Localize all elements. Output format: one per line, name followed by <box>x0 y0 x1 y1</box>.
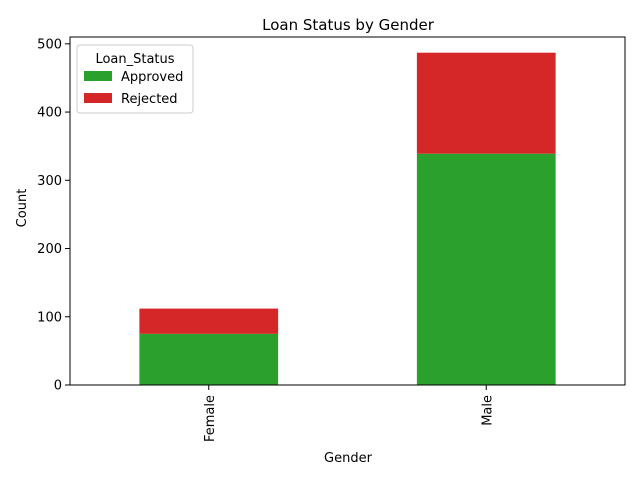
y-tick-label: 100 <box>37 310 62 325</box>
y-tick-label: 300 <box>37 174 62 189</box>
x-tick-label-male: Male <box>480 395 495 426</box>
x-axis-label: Gender <box>324 451 373 466</box>
chart-title: Loan Status by Gender <box>262 16 435 34</box>
x-tick-label-female: Female <box>203 395 218 442</box>
y-tick-label: 200 <box>37 242 62 257</box>
plot-frame <box>69 36 626 386</box>
bar-female-approved <box>139 333 279 385</box>
legend-swatch-approved <box>84 71 112 81</box>
legend: Loan_Status Approved Rejected <box>76 44 194 114</box>
y-tick-label: 400 <box>37 106 62 121</box>
legend-label-rejected: Rejected <box>121 92 178 107</box>
y-tick-label: 500 <box>37 37 62 52</box>
bar-male-rejected <box>416 52 556 154</box>
y-axis-label: Count <box>15 189 30 228</box>
plot-area: Female Male 0 100 200 300 400 500 <box>37 36 626 442</box>
legend-label-approved: Approved <box>121 70 183 85</box>
legend-swatch-rejected <box>84 93 112 103</box>
bar-male-approved <box>416 153 556 385</box>
legend-title: Loan_Status <box>95 52 174 67</box>
bar-female-rejected <box>139 308 279 334</box>
y-tick-label: 0 <box>54 379 62 394</box>
